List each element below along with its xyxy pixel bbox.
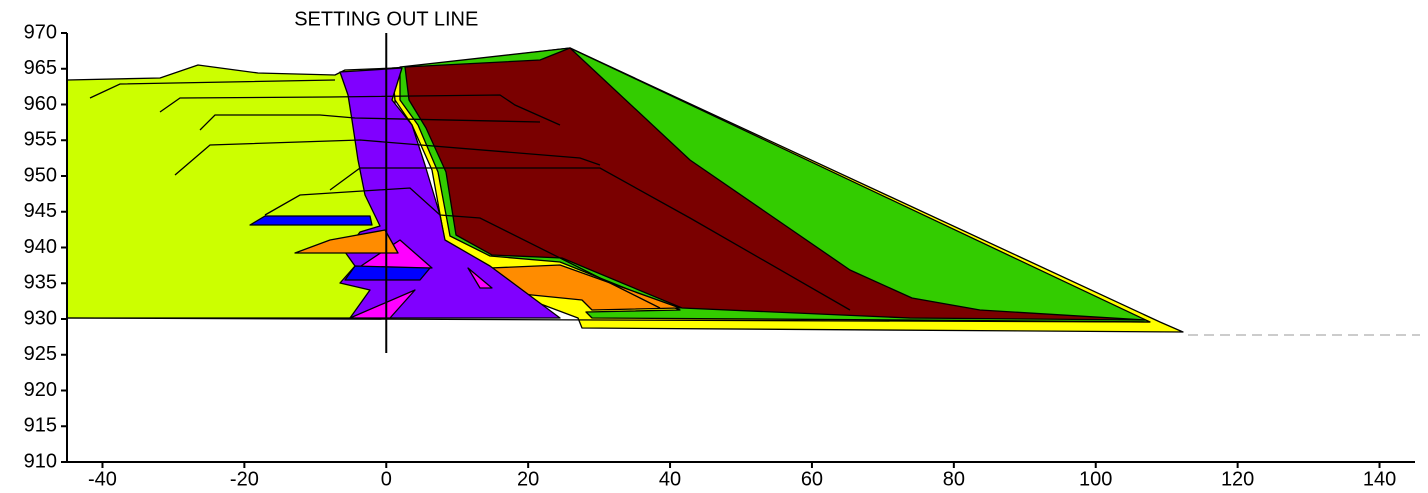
y-tick-label: 960: [24, 93, 57, 115]
x-tick-label: 140: [1363, 468, 1396, 490]
pink-zone: [349, 289, 416, 319]
x-tick-label: 0: [381, 468, 392, 490]
y-tick-label: 935: [24, 272, 57, 294]
lift-line: [264, 187, 661, 309]
lift-line: [159, 94, 561, 126]
x-tick-label: 100: [1079, 468, 1112, 490]
y-tick-label: 955: [24, 129, 57, 151]
y-tick-label: 925: [24, 343, 57, 365]
y-tick-label: 940: [24, 236, 57, 258]
x-tick-label: 20: [517, 468, 539, 490]
orange-zone: [294, 229, 399, 254]
rockfill-zone: [404, 47, 1146, 321]
pink-zone: [467, 267, 493, 289]
x-tick-label: -40: [88, 468, 117, 490]
y-tick-label: 950: [24, 164, 57, 186]
blue-zone: [344, 265, 431, 281]
annotation: SETTING OUT LINE: [294, 8, 478, 30]
y-tick-label: 970: [24, 21, 57, 43]
cross-section: [66, 47, 1184, 333]
lift-line: [174, 139, 601, 176]
y-tick-label: 965: [24, 57, 57, 79]
y-tick-label: 910: [24, 450, 57, 472]
blue-zone: [249, 215, 373, 226]
x-tick-label: 80: [943, 468, 965, 490]
lift-line: [66, 317, 1151, 323]
y-tick-label: 920: [24, 379, 57, 401]
y-tick-label: 915: [24, 415, 57, 437]
x-tick-label: 120: [1221, 468, 1254, 490]
y-tick-label: 930: [24, 307, 57, 329]
lift-line: [329, 167, 851, 311]
x-tick-label: -20: [230, 468, 259, 490]
lift-line: [199, 114, 541, 131]
y-tick-label: 945: [24, 200, 57, 222]
lift-line: [89, 79, 336, 99]
x-tick-label: 60: [801, 468, 823, 490]
x-tick-label: 40: [659, 468, 681, 490]
